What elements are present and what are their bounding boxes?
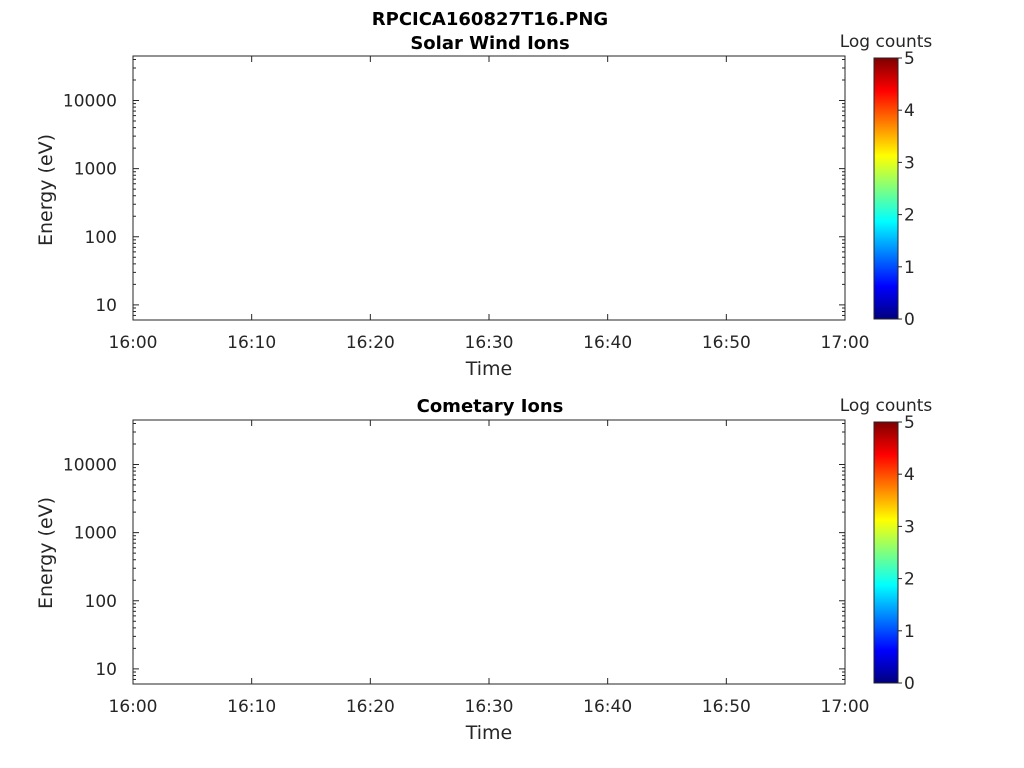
colorbar-scale xyxy=(873,57,899,320)
y-tick-label: 100 xyxy=(85,228,117,248)
colorbar-tick-label: 1 xyxy=(904,622,915,642)
y-tick-label: 10 xyxy=(95,660,117,680)
panel-title: Solar Wind Ions xyxy=(410,33,569,54)
colorbar-ticks: 0 1 2 3 4 5 xyxy=(898,49,915,330)
colorbar-tick-label: 0 xyxy=(904,310,915,330)
y-tick-label: 10000 xyxy=(63,92,117,112)
y-tick-label: 10000 xyxy=(63,456,117,476)
x-axis: 16:00 16:10 16:20 16:30 16:40 16:50 17:00 xyxy=(109,420,870,717)
colorbar-tick-label: 4 xyxy=(904,465,915,485)
panel-title: Cometary Ions xyxy=(417,396,564,417)
colorbar-label: Log counts xyxy=(840,396,933,416)
y-tick-label: 1000 xyxy=(74,524,117,544)
y-tick-label: 100 xyxy=(85,592,117,612)
x-tick-label: 16:50 xyxy=(702,333,751,353)
panel-cometary: Cometary Ions 16:00 16:10 16:20 16:30 16:40 1… xyxy=(35,396,933,744)
y-axis: 10 100 1000 10000 xyxy=(63,422,845,685)
x-tick-label: 16:20 xyxy=(346,333,395,353)
colorbar-tick-label: 1 xyxy=(904,258,915,278)
colorbar: Log counts 0 1 2 3 4 5 xyxy=(840,396,933,694)
panel-solar-wind: Solar Wind Ions 16:00 16:10 16:20 16:30 16:4… xyxy=(35,32,933,380)
x-tick-label: 16:40 xyxy=(583,697,632,717)
x-tick-label: 16:00 xyxy=(109,333,158,353)
colorbar-label: Log counts xyxy=(840,32,933,52)
plot-frame xyxy=(132,55,846,321)
y-axis-label: Energy (eV) xyxy=(35,497,57,609)
y-axis: 10 100 1000 10000 xyxy=(63,58,845,321)
x-tick-label: 16:10 xyxy=(227,697,276,717)
x-tick-label: 17:00 xyxy=(821,333,870,353)
y-tick-label: 1000 xyxy=(74,160,117,180)
x-tick-label: 16:40 xyxy=(583,333,632,353)
colorbar-scale xyxy=(873,421,899,684)
x-axis-label: Time xyxy=(465,722,513,744)
x-axis: 16:00 16:10 16:20 16:30 16:40 16:50 17:00 xyxy=(109,56,870,353)
colorbar: Log counts 0 1 2 3 4 5 xyxy=(840,32,933,330)
y-tick-label: 10 xyxy=(95,296,117,316)
colorbar-tick-label: 4 xyxy=(904,101,915,121)
colorbar-tick-label: 3 xyxy=(904,153,915,173)
colorbar-ticks: 0 1 2 3 4 5 xyxy=(898,413,915,694)
x-tick-label: 17:00 xyxy=(821,697,870,717)
plot-frame xyxy=(132,419,846,685)
colorbar-tick-label: 3 xyxy=(904,517,915,537)
figure-title: RPCICA160827T16.PNG xyxy=(372,9,608,30)
x-tick-label: 16:50 xyxy=(702,697,751,717)
x-tick-label: 16:00 xyxy=(109,697,158,717)
colorbar-tick-label: 5 xyxy=(904,49,915,69)
colorbar-tick-label: 5 xyxy=(904,413,915,433)
y-axis-label: Energy (eV) xyxy=(35,134,57,246)
x-tick-label: 16:20 xyxy=(346,697,395,717)
x-tick-label: 16:30 xyxy=(465,697,514,717)
x-tick-label: 16:30 xyxy=(465,333,514,353)
colorbar-tick-label: 2 xyxy=(904,206,915,226)
colorbar-tick-label: 0 xyxy=(904,674,915,694)
colorbar-tick-label: 2 xyxy=(904,570,915,590)
x-tick-label: 16:10 xyxy=(227,333,276,353)
x-axis-label: Time xyxy=(465,358,513,380)
